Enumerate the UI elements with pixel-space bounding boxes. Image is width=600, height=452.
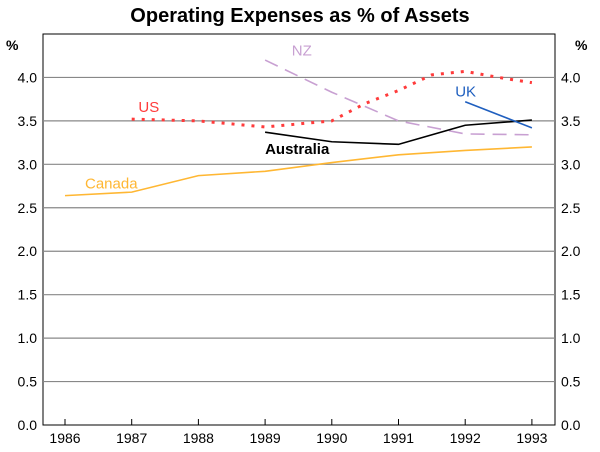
- x-tick-label: 1993: [516, 430, 547, 446]
- y-tick-label-left: 0.5: [18, 374, 38, 390]
- x-tick-label: 1991: [383, 430, 414, 446]
- y-tick-label-right: 3.0: [561, 156, 581, 172]
- y-tick-label-left: 2.5: [18, 200, 38, 216]
- series-label-canada: Canada: [85, 176, 138, 193]
- y-tick-label-left: 1.0: [18, 330, 38, 346]
- series-line-uk: [464, 101, 533, 129]
- series-line-canada: [64, 146, 532, 197]
- y-tick-label-right: 2.5: [561, 200, 581, 216]
- y-tick-label-right: 2.0: [561, 243, 581, 259]
- series-label-uk: UK: [455, 84, 476, 101]
- series-line-australia: [264, 119, 532, 146]
- y-tick-label-right: 3.5: [561, 113, 581, 129]
- x-tick-label: 1990: [316, 430, 347, 446]
- y-axis-label-left: %: [6, 37, 19, 53]
- y-tick-label-right: 0.5: [561, 374, 581, 390]
- y-tick-label-right: 1.0: [561, 330, 581, 346]
- series-label-australia: Australia: [265, 141, 330, 158]
- y-tick-label-left: 4.0: [18, 69, 38, 85]
- y-tick-label-right: 1.5: [561, 287, 581, 303]
- plot-frame: [42, 33, 556, 426]
- series-line-nz: [264, 59, 532, 136]
- x-tick-label: 1987: [116, 430, 147, 446]
- y-tick-label-right: 4.0: [561, 69, 581, 85]
- y-tick-label-left: 0.0: [18, 417, 38, 433]
- x-tick-label: 1986: [49, 430, 80, 446]
- x-tick-label: 1988: [183, 430, 214, 446]
- chart-title: Operating Expenses as % of Assets: [130, 5, 469, 27]
- series-label-nz: NZ: [292, 43, 312, 60]
- series-label-us: US: [138, 99, 159, 116]
- y-tick-label-left: 2.0: [18, 243, 38, 259]
- series-line-us: [131, 69, 533, 129]
- y-tick-label-right: 0.0: [561, 417, 581, 433]
- y-tick-label-left: 3.0: [18, 156, 38, 172]
- x-tick-label: 1989: [250, 430, 281, 446]
- x-tick-label: 1992: [450, 430, 481, 446]
- y-tick-label-left: 1.5: [18, 287, 38, 303]
- y-tick-label-left: 3.5: [18, 113, 38, 129]
- y-axis-label-right: %: [575, 37, 588, 53]
